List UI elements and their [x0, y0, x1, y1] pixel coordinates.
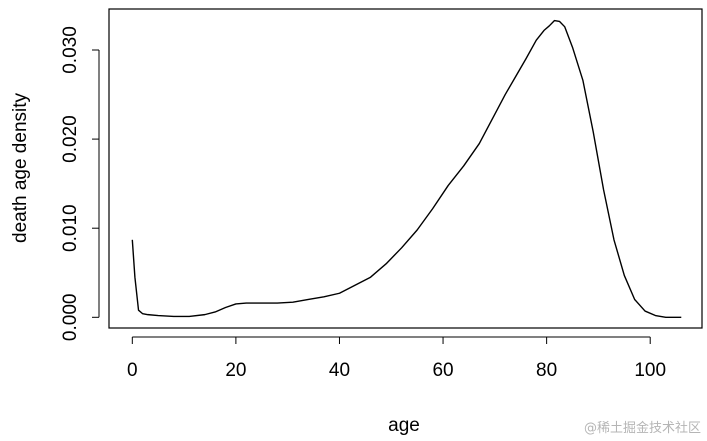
x-tick-label: 80	[536, 360, 557, 381]
watermark-text: @稀土掘金技术社区	[583, 421, 701, 436]
x-tick-label: 60	[432, 360, 453, 381]
plot-frame	[108, 8, 703, 329]
x-axis: 0 20 40 60 80 100	[127, 336, 666, 381]
y-tick-label: 0.000	[60, 294, 81, 342]
x-tick-label: 20	[225, 360, 246, 381]
y-axis: 0.000 0.010 0.020 0.030	[60, 26, 100, 342]
x-tick-label: 100	[634, 360, 666, 381]
y-axis-title: death age density	[10, 93, 31, 244]
x-axis-title: age	[388, 415, 420, 436]
y-tick-label: 0.010	[60, 204, 81, 252]
density-line	[131, 19, 682, 319]
x-tick-label: 40	[329, 360, 350, 381]
y-tick-label: 0.020	[60, 115, 81, 163]
x-tick-label: 0	[127, 360, 138, 381]
y-tick-label: 0.030	[60, 26, 81, 74]
